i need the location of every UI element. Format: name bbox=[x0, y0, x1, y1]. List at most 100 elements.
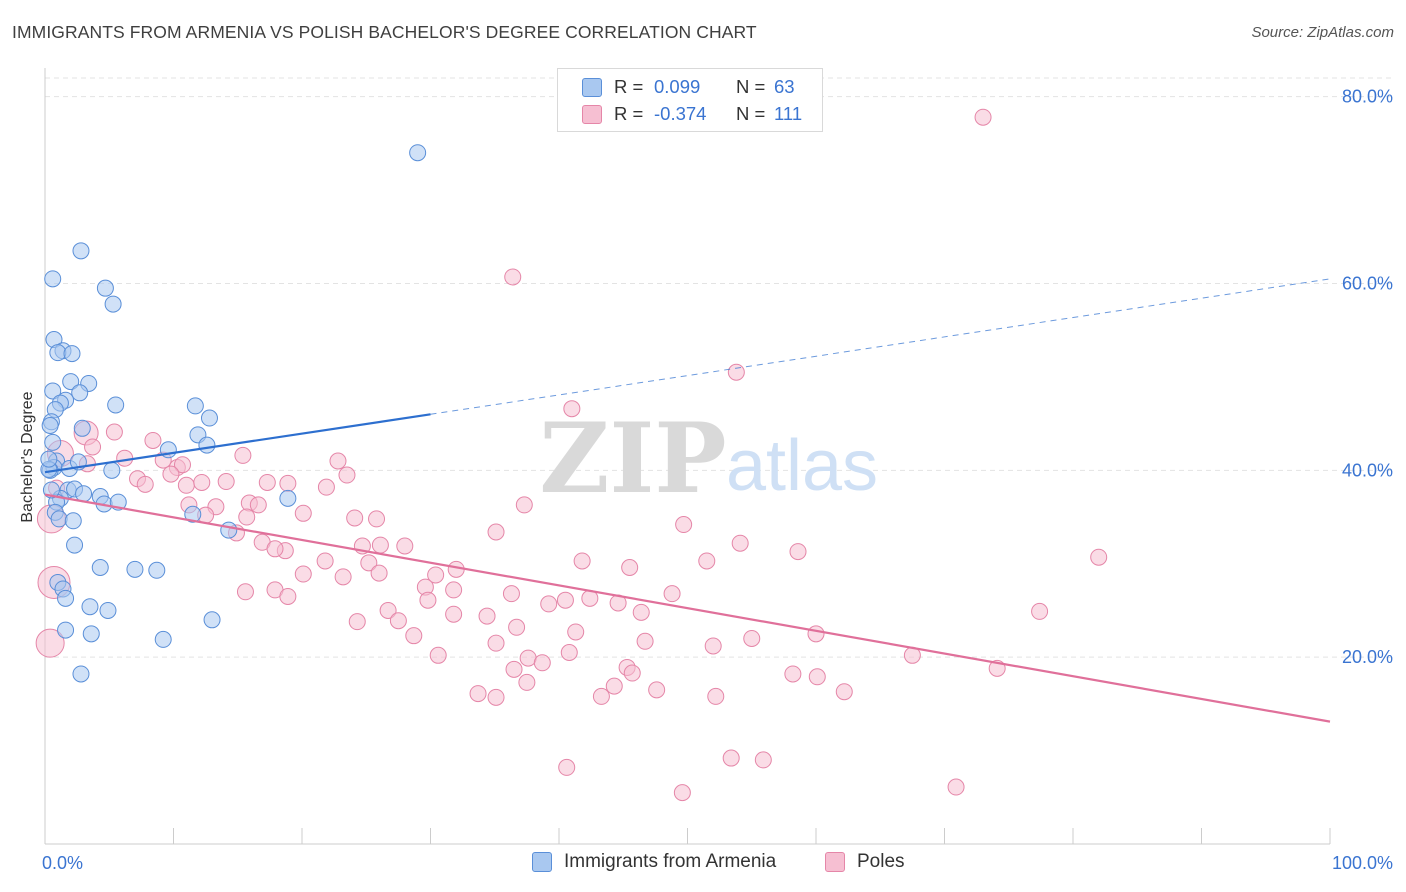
poles-point bbox=[673, 784, 691, 802]
poles-point bbox=[294, 565, 312, 583]
y-tick-label: 80.0% bbox=[1342, 87, 1393, 107]
poles-point bbox=[162, 465, 180, 483]
poles-point bbox=[116, 449, 134, 467]
armenia-point bbox=[220, 521, 238, 539]
armenia-point bbox=[82, 625, 100, 643]
armenia-point bbox=[409, 144, 427, 162]
poles-point bbox=[334, 568, 352, 586]
r-value-armenia: 0.099 bbox=[654, 76, 701, 97]
armenia-point bbox=[203, 611, 221, 629]
poles-point bbox=[754, 751, 772, 769]
poles-point bbox=[294, 504, 312, 522]
poles-point bbox=[368, 510, 386, 528]
poles-point bbox=[648, 681, 666, 699]
poles-point bbox=[487, 523, 505, 541]
y-tick-label: 40.0% bbox=[1342, 460, 1393, 480]
legend-row-poles: R = -0.374 N = 111 bbox=[582, 102, 802, 126]
armenia-point bbox=[64, 512, 82, 530]
poles-point bbox=[396, 537, 414, 555]
armenia-point bbox=[49, 344, 67, 362]
y-tick-label: 20.0% bbox=[1342, 647, 1393, 667]
armenia-point bbox=[73, 419, 91, 437]
correlation-legend: R = 0.099 N = 63 R = -0.374 N = 111 bbox=[557, 68, 823, 132]
poles-point bbox=[558, 758, 576, 776]
poles-point bbox=[632, 603, 650, 621]
armenia-trend-line bbox=[44, 413, 431, 474]
poles-point bbox=[515, 496, 533, 514]
watermark-zip: ZIP bbox=[539, 402, 726, 515]
armenia-point bbox=[148, 561, 166, 579]
y-tick-label: 60.0% bbox=[1342, 274, 1393, 294]
armenia-point bbox=[44, 270, 62, 288]
poles-point bbox=[487, 688, 505, 706]
poles-point bbox=[316, 552, 334, 570]
armenia-point bbox=[66, 536, 84, 554]
armenia-point bbox=[126, 560, 144, 578]
poles-point bbox=[144, 431, 162, 449]
poles-point bbox=[348, 613, 366, 631]
poles-point bbox=[371, 536, 389, 554]
poles-point bbox=[389, 612, 407, 630]
armenia-point bbox=[63, 345, 81, 363]
armenia-swatch bbox=[582, 77, 602, 97]
poles-point bbox=[675, 516, 693, 534]
armenia-point bbox=[91, 558, 109, 576]
poles-point bbox=[505, 660, 523, 678]
armenia-point bbox=[75, 485, 93, 503]
armenia-point bbox=[57, 589, 75, 607]
poles-point bbox=[370, 564, 388, 582]
poles-point bbox=[623, 664, 641, 682]
armenia-point bbox=[200, 409, 218, 427]
poles-point bbox=[518, 673, 536, 691]
armenia-point bbox=[50, 510, 68, 528]
poles-point bbox=[445, 605, 463, 623]
armenia-point bbox=[57, 621, 75, 639]
poles-point bbox=[605, 677, 623, 695]
armenia-point bbox=[72, 242, 90, 260]
poles-point bbox=[329, 452, 347, 470]
poles-point bbox=[663, 585, 681, 603]
armenia-point bbox=[198, 436, 216, 454]
armenia-point bbox=[96, 279, 114, 297]
poles-point bbox=[808, 668, 826, 686]
r-label: R = bbox=[614, 103, 644, 124]
poles-point bbox=[338, 466, 356, 484]
poles-point bbox=[317, 478, 335, 496]
armenia-point bbox=[44, 433, 62, 451]
poles-point bbox=[346, 509, 364, 527]
poles-point bbox=[427, 566, 445, 584]
poles-point bbox=[722, 749, 740, 767]
armenia-point bbox=[71, 384, 89, 402]
y-axis-label: Bachelor's Degree bbox=[19, 391, 36, 522]
poles-point bbox=[727, 363, 745, 381]
watermark: ZIP atlas bbox=[539, 402, 878, 515]
armenia-point bbox=[44, 382, 62, 400]
armenia-point bbox=[186, 397, 204, 415]
poles-point bbox=[1090, 548, 1108, 566]
poles-point bbox=[560, 644, 578, 661]
poles-point bbox=[731, 534, 749, 552]
poles-point bbox=[807, 625, 825, 643]
poles-point bbox=[419, 591, 437, 609]
poles-point bbox=[974, 108, 992, 126]
poles-point bbox=[556, 591, 574, 609]
n-value-armenia: 63 bbox=[774, 76, 795, 97]
tick-labels: 20.0% 40.0% 60.0% 80.0% 0.0% 100.0% bbox=[42, 87, 1393, 873]
poles-point bbox=[947, 778, 965, 796]
watermark-atlas: atlas bbox=[726, 426, 878, 506]
source-label: Source: ZipAtlas.com bbox=[1251, 24, 1394, 41]
poles-point bbox=[573, 552, 591, 570]
armenia-point bbox=[154, 630, 172, 648]
poles-point bbox=[469, 685, 487, 703]
armenia-point bbox=[99, 601, 117, 619]
poles-point bbox=[173, 456, 191, 474]
poles-point bbox=[279, 474, 297, 492]
armenia-legend-label: Immigrants from Armenia bbox=[564, 851, 777, 872]
armenia-points bbox=[40, 144, 427, 683]
armenia-point bbox=[107, 396, 125, 414]
poles-point bbox=[234, 446, 252, 464]
poles-point bbox=[504, 268, 522, 286]
poles-point bbox=[266, 540, 284, 558]
poles-point bbox=[567, 623, 585, 641]
poles-point bbox=[405, 627, 423, 645]
